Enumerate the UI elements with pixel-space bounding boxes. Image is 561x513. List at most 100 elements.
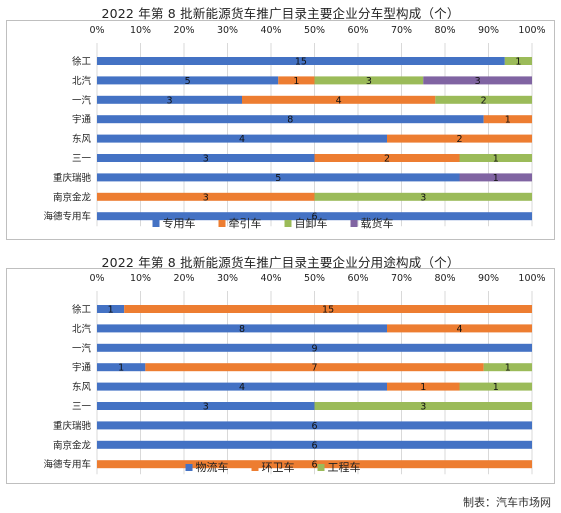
category-label: 一汽: [72, 94, 92, 106]
data-label: 3: [420, 402, 426, 413]
data-label: 3: [203, 154, 209, 165]
x-tick-label: 80%: [434, 25, 455, 36]
x-tick-label: 60%: [347, 273, 368, 284]
bar-segment: [242, 95, 436, 104]
x-tick-label: 100%: [518, 25, 545, 36]
chart-panel-usage: 0% 10% 20% 30% 40% 50% 60% 70% 80% 90% 100% 徐工 1 15 北汽…: [6, 268, 555, 484]
category-label: 南京金龙: [53, 191, 92, 203]
bar-segment: [97, 363, 146, 372]
data-label: 3: [420, 192, 426, 203]
chart-svg: 0% 10% 20% 30% 40% 50% 60% 70% 80% 90% 100% 徐工 1 15 北汽…: [43, 273, 546, 475]
bar-segment: [97, 421, 532, 430]
x-tick-label: 80%: [434, 273, 455, 284]
legend-label: 自卸车: [295, 216, 328, 230]
bar-segment: [97, 440, 532, 449]
category-label: 宇通: [72, 362, 92, 374]
category-label: 徐工: [72, 56, 92, 68]
chart-svg: 0% 10% 20% 30% 40% 50% 60% 70% 80% 90% 100%徐工 15 1北汽…: [43, 25, 545, 230]
x-tick-label: 50%: [304, 25, 325, 36]
legend-swatch: [350, 220, 358, 227]
category-label: 北汽: [72, 75, 92, 87]
category-label: 海德专用车: [43, 459, 91, 471]
legend-swatch: [185, 464, 193, 471]
category-label: 重庆瑞驰: [53, 420, 92, 432]
data-label: 1: [420, 382, 426, 393]
bar-segment: [97, 212, 532, 221]
bar-segment: [459, 382, 532, 391]
data-label: 5: [275, 173, 281, 184]
bar-segment: [314, 402, 532, 410]
legend-label: 载货车: [361, 216, 394, 230]
legend-swatch: [218, 220, 226, 227]
bar-segment: [124, 305, 532, 313]
data-label: 1: [505, 363, 511, 374]
data-label: 15: [295, 57, 307, 68]
bar-segment: [97, 57, 505, 65]
bar-segment: [423, 76, 532, 85]
x-tick-label: 0%: [89, 273, 104, 284]
bar-segment: [278, 76, 315, 85]
bar-segment: [97, 95, 242, 104]
bar-segment: [483, 363, 532, 372]
legend-label: 物流车: [196, 460, 229, 474]
data-label: 1: [118, 363, 124, 374]
data-label: 1: [505, 115, 511, 126]
bar-segment: [483, 115, 532, 124]
x-tick-label: 20%: [173, 25, 194, 36]
category-label: 东风: [72, 133, 92, 145]
x-tick-label: 70%: [391, 273, 412, 284]
category-label: 海德专用车: [43, 211, 91, 223]
data-label: 1: [108, 305, 114, 316]
bar-segment: [314, 192, 532, 201]
category-label: 南京金龙: [53, 439, 92, 451]
legend-swatch: [251, 464, 259, 471]
chart-title-usage: 2022 年第 8 批新能源货车推广目录主要企业分用途构成（个）: [101, 255, 460, 270]
category-label: 东风: [72, 381, 92, 393]
data-label: 4: [336, 95, 342, 106]
source-credit: 制表：汽车市场网: [463, 496, 551, 509]
data-label: 7: [311, 363, 317, 374]
bar-segment: [504, 57, 532, 65]
data-label: 15: [322, 305, 334, 316]
data-label: 2: [481, 95, 487, 106]
bar-segment: [387, 382, 460, 391]
x-tick-label: 40%: [260, 25, 281, 36]
bar-segment: [97, 115, 484, 124]
bar-segment: [97, 173, 460, 182]
x-tick-label: 40%: [260, 273, 281, 284]
chart-panel-vehicle-type: 0% 10% 20% 30% 40% 50% 60% 70% 80% 90% 100% 徐工 15 1 北汽…: [6, 20, 555, 240]
x-tick-label: 90%: [478, 273, 499, 284]
bar-segment: [97, 134, 387, 143]
data-label: 1: [515, 57, 521, 68]
data-label: 2: [384, 154, 390, 165]
legend-swatch: [152, 220, 160, 227]
category-label: 三一: [72, 402, 92, 413]
category-label: 北汽: [72, 323, 92, 335]
data-label: 8: [239, 324, 245, 335]
bar-segment: [314, 76, 424, 85]
data-label: 3: [475, 76, 481, 87]
bar-segment: [387, 134, 532, 143]
category-label: 重庆瑞驰: [53, 172, 92, 184]
bar-segment: [97, 382, 387, 391]
legend-swatch: [284, 220, 292, 227]
x-tick-label: 70%: [391, 25, 412, 36]
bar-segment: [145, 363, 484, 372]
x-tick-label: 90%: [478, 25, 499, 36]
bar-segment: [97, 324, 387, 333]
chart-title-vehicle-type: 2022 年第 8 批新能源货车推广目录主要企业分车型构成（个）: [101, 6, 460, 21]
x-tick-label: 30%: [217, 273, 238, 284]
bar-segment: [97, 343, 532, 352]
data-label: 4: [456, 324, 462, 335]
x-tick-label: 20%: [173, 273, 194, 284]
bar-segment: [97, 76, 279, 85]
legend-swatch: [317, 464, 325, 471]
data-label: 3: [203, 402, 209, 413]
data-label: 9: [311, 343, 317, 354]
data-label: 4: [239, 382, 245, 393]
x-tick-label: 50%: [304, 273, 325, 284]
x-tick-label: 0%: [89, 25, 104, 36]
bar-segment: [459, 154, 532, 162]
bar-segment: [314, 154, 460, 162]
data-label: 6: [311, 212, 317, 223]
